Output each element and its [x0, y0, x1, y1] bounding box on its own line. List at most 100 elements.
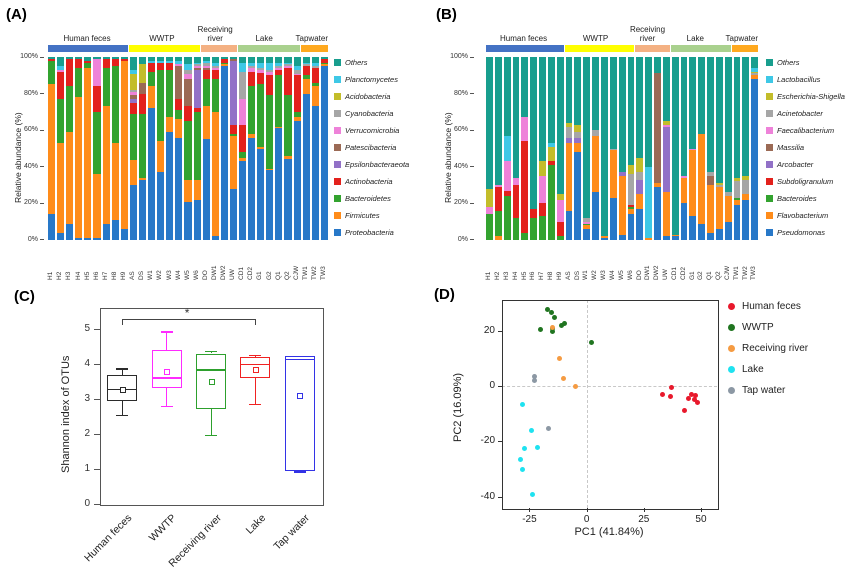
- x-tick: DS: [138, 244, 146, 280]
- x-tick: W5: [618, 244, 626, 280]
- bar-segment: [193, 179, 201, 200]
- bar-segment: [707, 175, 714, 186]
- data-point: [546, 426, 552, 432]
- bar-segment: [129, 113, 137, 160]
- bar-segment: [75, 57, 83, 59]
- bar-segment: [689, 57, 697, 149]
- bar-segment: [645, 166, 653, 239]
- x-tick-label: H2: [56, 271, 64, 280]
- x-tick-label: TW2: [741, 266, 749, 280]
- bar-segment: [111, 219, 119, 240]
- legend-item: Arcobacter: [766, 156, 859, 173]
- bar-segment: [266, 75, 274, 96]
- panel-c-letter: (C): [14, 288, 35, 305]
- bar-segment: [138, 93, 147, 114]
- data-point: [531, 377, 537, 383]
- bar-segment: [211, 236, 219, 240]
- bar-segment: [138, 113, 147, 178]
- bar-segment: [148, 57, 156, 61]
- whisker-lower: [166, 387, 168, 406]
- x-tick: AS: [129, 244, 137, 280]
- stacked-bar: [574, 57, 582, 240]
- x-tick-label: DW2: [653, 265, 661, 280]
- group-label-text: Receiving river: [629, 25, 666, 43]
- bar-segment: [565, 57, 573, 123]
- bar-segment: [662, 192, 670, 237]
- bar-segment: [284, 64, 292, 67]
- bar-segment: [733, 177, 741, 182]
- x-tick-label: Q1: [274, 271, 282, 280]
- data-point: [685, 396, 691, 402]
- stacked-bar: [84, 57, 92, 240]
- bar-segment: [293, 69, 301, 74]
- mean-marker: [252, 367, 259, 374]
- stacked-bar: [102, 57, 110, 240]
- group-label-text: Lake: [686, 33, 704, 43]
- stacked-bar: [707, 57, 714, 240]
- y-tick-label: 20%: [454, 199, 475, 207]
- x-tick-label: 50: [695, 514, 707, 525]
- y-tick-label: 2: [84, 428, 90, 439]
- x-tick: TW1: [733, 244, 741, 280]
- bar-segment: [547, 143, 555, 147]
- data-point: [530, 491, 536, 497]
- bar-segment: [662, 236, 670, 240]
- bar-segment: [530, 218, 538, 240]
- bar-segment: [715, 229, 723, 240]
- data-point: [558, 322, 564, 328]
- bar-segment: [193, 199, 201, 240]
- group-label: Receiving river: [198, 16, 233, 43]
- x-tick-label: DW1: [644, 265, 652, 280]
- legend-dot: [728, 387, 735, 394]
- whisker-lower: [299, 470, 301, 472]
- panel-a: (A) Relative abundance (%) 100% 80% 60% 40%…: [0, 0, 430, 284]
- significance-star: *: [184, 306, 190, 321]
- bar-segment: [157, 60, 165, 63]
- x-category-label: Human feces: [82, 512, 135, 565]
- bar-segment: [556, 236, 564, 240]
- bar-segment: [238, 124, 247, 153]
- y-tick-label: 20: [483, 324, 495, 336]
- bar-segment: [302, 57, 310, 63]
- bar-segment: [671, 57, 679, 235]
- bar-segment: [503, 190, 511, 197]
- bar-segment: [680, 175, 688, 178]
- legend-label: Flavobacterium: [777, 211, 829, 220]
- bar-segment: [742, 179, 750, 195]
- legend-swatch: [334, 127, 341, 134]
- bar-segment: [583, 57, 591, 219]
- bar-segment: [486, 57, 493, 189]
- x-tick-label: H5: [520, 271, 528, 280]
- stacked-bar: [193, 57, 201, 240]
- stacked-bar: [539, 57, 546, 240]
- bar-segment: [302, 75, 310, 79]
- legend-swatch: [766, 229, 773, 236]
- bar-segment: [724, 196, 732, 222]
- bar-segment: [565, 126, 573, 138]
- bar-segment: [636, 194, 644, 209]
- mean-marker: [164, 368, 171, 375]
- x-tick: TW2: [742, 244, 749, 280]
- stacked-bar: [645, 57, 653, 240]
- bar-segment: [627, 165, 635, 175]
- x-tick: H6: [93, 244, 100, 280]
- bar-segment: [248, 68, 256, 72]
- bar-segment: [618, 57, 626, 173]
- bar-segment: [266, 62, 274, 70]
- bar-segment: [556, 199, 564, 222]
- legend-item: Acinetobacter: [766, 105, 859, 122]
- bar-segment: [592, 135, 599, 193]
- x-category-label: Lake: [243, 512, 268, 537]
- bar-segment: [645, 238, 653, 240]
- x-tick: Q2: [715, 244, 723, 280]
- legend-item: Bacteroides: [766, 190, 859, 207]
- bar-segment: [284, 66, 292, 69]
- x-tick-label: H1: [47, 271, 55, 280]
- bar-segment: [284, 95, 292, 156]
- bar-segment: [592, 130, 599, 136]
- panel-d-x-axis-title: PC1 (41.84%): [574, 526, 644, 538]
- x-tick: H4: [75, 244, 82, 280]
- group-band: [486, 45, 564, 52]
- bar-segment: [486, 214, 493, 240]
- x-tick: H7: [102, 244, 110, 280]
